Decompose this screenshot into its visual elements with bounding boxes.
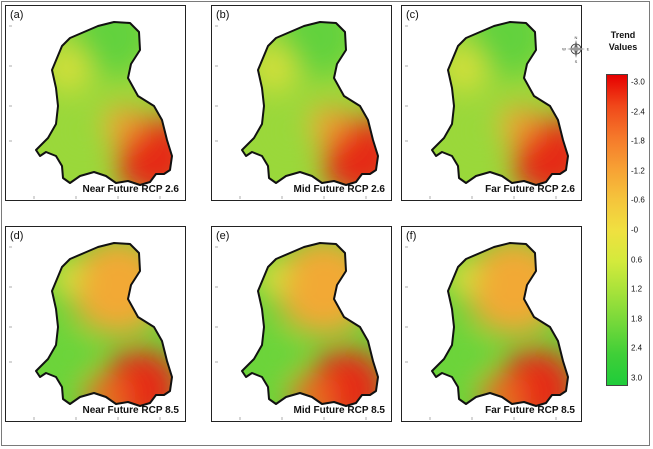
legend-tick-label: -0.6: [631, 195, 645, 205]
province-boundary: [35, 21, 173, 186]
map-f: [405, 242, 569, 420]
panel-letter: (e): [216, 230, 230, 242]
map-a: [9, 21, 173, 199]
province-boundary: [241, 21, 379, 186]
panel-letter: (b): [216, 9, 230, 21]
panel-d: (d) Near Future RCP 8.5: [5, 226, 186, 422]
legend-tick-label: -1.2: [631, 166, 645, 176]
map-c: [405, 21, 569, 199]
panel-f: (f) Far Future RCP 8.5: [401, 226, 582, 422]
trend-surface: [36, 22, 172, 185]
north-arrow-e: E: [587, 47, 590, 52]
legend-title-line1: Trend: [610, 30, 636, 40]
panel-letter: (a): [10, 9, 24, 21]
province-boundary: [241, 242, 379, 407]
panel-caption: Mid Future RCP 2.6: [293, 184, 386, 195]
legend-tick-label: 2.4: [631, 343, 643, 353]
map-e: [215, 242, 379, 420]
panel-caption: Near Future RCP 2.6: [82, 184, 179, 195]
legend: Trend Values -3.0 -2.4 -1.8 -1.2 -0.6 -0 0.6 1.…: [598, 30, 650, 390]
legend-tick-label: 1.2: [631, 284, 643, 294]
panel-letter: (c): [406, 9, 419, 21]
panel-c: (c) Far Future RCP 2.6: [401, 5, 582, 201]
north-arrow-w: W: [562, 47, 566, 52]
province-boundary: [35, 242, 173, 407]
panel-caption: Far Future RCP 8.5: [485, 405, 575, 416]
province-boundary: [431, 21, 569, 186]
panel-a: (a) Near Future RCP 2.6: [5, 5, 186, 201]
legend-tick-label: -1.8: [631, 136, 645, 146]
panel-e: (e) Mid Future RCP 8.5: [211, 226, 392, 422]
legend-title-line2: Values: [608, 42, 638, 52]
legend-tick-label: -2.4: [631, 107, 645, 117]
legend-tick-label: -0: [631, 225, 639, 235]
north-arrow-s: S: [575, 59, 578, 64]
panel-caption: Mid Future RCP 8.5: [293, 405, 386, 416]
panel-letter: (f): [406, 230, 417, 242]
map-d: [9, 242, 173, 420]
panel-b: (b) Mid Future RCP 2.6: [211, 5, 392, 201]
legend-tick-label: 1.8: [631, 314, 643, 324]
panel-caption: Near Future RCP 8.5: [82, 405, 179, 416]
legend-tick-label: 3.0: [631, 373, 643, 383]
panel-letter: (d): [10, 230, 24, 242]
north-arrow-icon: N S E W: [562, 35, 590, 64]
map-b: [215, 21, 379, 199]
legend-tick-label: -3.0: [631, 77, 645, 87]
north-arrow-n: N: [575, 35, 578, 40]
legend-tick-label: 0.6: [631, 255, 643, 265]
panel-caption: Far Future RCP 2.6: [485, 184, 575, 195]
legend-colorbar: [606, 74, 628, 386]
province-boundary: [431, 242, 569, 407]
